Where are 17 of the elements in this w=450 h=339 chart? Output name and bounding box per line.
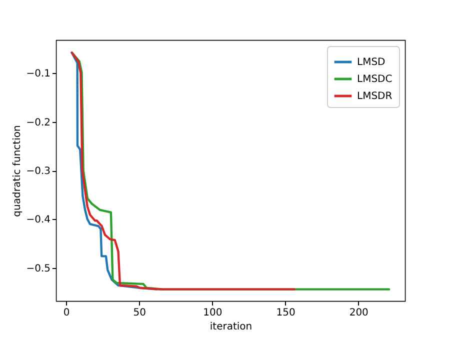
y-tick-label: −0.1 [26,68,50,80]
x-tick-label: 0 [63,308,70,318]
x-tick-label: 200 [349,308,368,318]
y-tick-label: −0.2 [26,117,50,128]
line-series [70,52,158,290]
line-series [70,52,296,290]
x-tick-label: 50 [133,308,146,318]
y-tick-label: −0.4 [26,214,50,226]
legend-label: LMSDC [357,74,392,85]
x-tick-label: 100 [203,308,222,318]
x-tick-label: 150 [276,308,296,318]
y-tick-label: −0.5 [26,263,50,274]
y-tick-label: −0.3 [26,166,50,177]
legend-label: LMSDR [357,91,392,102]
y-axis-title: quadratic function [12,125,24,217]
legend-label: LMSD [357,57,386,68]
x-axis-title: iteration [210,322,252,332]
